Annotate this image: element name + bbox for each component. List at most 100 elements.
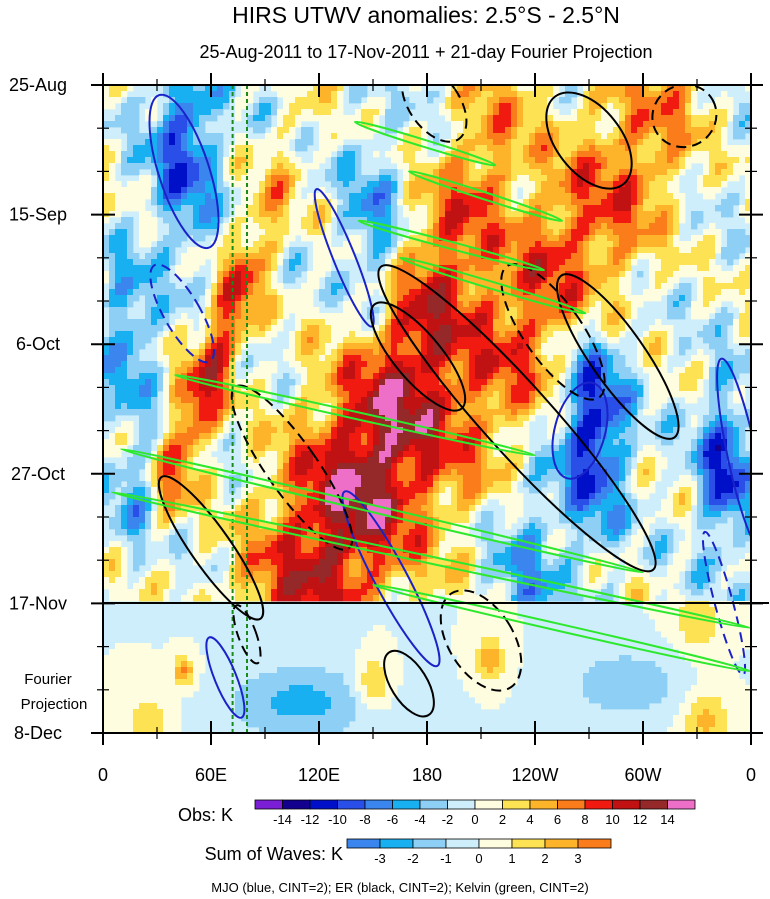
heatmap-cell — [571, 181, 578, 188]
heatmap-cell — [673, 403, 680, 410]
heatmap-cell — [319, 319, 326, 326]
heatmap-cell — [121, 121, 128, 128]
heatmap-cell — [343, 343, 350, 350]
heatmap-cell — [193, 205, 200, 212]
heatmap-cell — [745, 361, 751, 368]
heatmap-cell — [145, 397, 152, 404]
heatmap-cell — [649, 145, 656, 152]
heatmap-cell — [259, 301, 266, 308]
heatmap-cell — [277, 247, 284, 254]
heatmap-cell — [211, 337, 218, 344]
heatmap-cell — [661, 121, 668, 128]
heatmap-cell — [685, 133, 692, 140]
heatmap-cell — [289, 331, 296, 338]
heatmap-cell — [277, 397, 284, 404]
heatmap-cell — [217, 319, 224, 326]
heatmap-cell — [511, 403, 518, 410]
heatmap-cell — [391, 319, 398, 326]
heatmap-cell — [535, 127, 542, 134]
heatmap-cell — [277, 385, 284, 392]
heatmap-cell — [265, 109, 272, 116]
heatmap-cell — [541, 235, 548, 242]
heatmap-cell — [259, 97, 266, 104]
heatmap-cell — [523, 379, 530, 386]
heatmap-cell — [649, 193, 656, 200]
heatmap-cell — [733, 283, 740, 290]
heatmap-cell — [601, 367, 608, 374]
heatmap-cell — [577, 163, 584, 170]
heatmap-cell — [469, 175, 476, 182]
heatmap-cell — [379, 397, 386, 404]
heatmap-cell — [601, 115, 608, 122]
heatmap-cell — [271, 175, 278, 182]
heatmap-cell — [187, 97, 194, 104]
heatmap-cell — [181, 229, 188, 236]
heatmap-cell — [361, 331, 368, 338]
heatmap-cell — [277, 217, 284, 224]
heatmap-cell — [331, 103, 338, 110]
heatmap-cell — [649, 247, 656, 254]
heatmap-cell — [715, 325, 722, 332]
heatmap-cell — [535, 211, 542, 218]
heatmap-cell — [487, 133, 494, 140]
heatmap-cell — [445, 217, 452, 224]
heatmap-cell — [265, 169, 272, 176]
heatmap-cell — [175, 181, 182, 188]
heatmap-cell — [217, 175, 224, 182]
heatmap-cell — [451, 337, 458, 344]
heatmap-cell — [337, 373, 344, 380]
heatmap-cell — [217, 307, 224, 314]
heatmap-cell — [409, 355, 416, 362]
heatmap-cell — [127, 337, 134, 344]
heatmap-cell — [445, 193, 452, 200]
heatmap-cell — [277, 85, 284, 92]
heatmap-cell — [265, 403, 272, 410]
heatmap-cell — [703, 247, 710, 254]
heatmap-cell — [613, 181, 620, 188]
heatmap-cell — [163, 397, 170, 404]
heatmap-cell — [379, 355, 386, 362]
heatmap-cell — [397, 139, 404, 146]
heatmap-cell — [583, 349, 590, 356]
heatmap-cell — [283, 355, 290, 362]
heatmap-cell — [589, 187, 596, 194]
heatmap-cell — [619, 319, 626, 326]
heatmap-cell — [511, 109, 518, 116]
heatmap-cell — [385, 193, 392, 200]
heatmap-cell — [457, 187, 464, 194]
heatmap-cell — [535, 259, 542, 266]
heatmap-cell — [145, 331, 152, 338]
heatmap-cell — [679, 157, 686, 164]
heatmap-cell — [163, 385, 170, 392]
heatmap-cell — [469, 403, 476, 410]
heatmap-cell — [649, 253, 656, 260]
heatmap-cell — [181, 337, 188, 344]
heatmap-cell — [565, 301, 572, 308]
heatmap-cell — [121, 289, 128, 296]
heatmap-cell — [145, 217, 152, 224]
heatmap-cell — [313, 97, 320, 104]
heatmap-cell — [709, 235, 716, 242]
heatmap-cell — [493, 289, 500, 296]
heatmap-cell — [511, 97, 518, 104]
heatmap-cell — [559, 169, 566, 176]
heatmap-cell — [661, 85, 668, 92]
heatmap-cell — [115, 235, 122, 242]
heatmap-cell — [127, 349, 134, 356]
heatmap-cell — [229, 235, 236, 242]
heatmap-cell — [601, 181, 608, 188]
heatmap-cell — [553, 193, 560, 200]
heatmap-cell — [607, 265, 614, 272]
heatmap-cell — [379, 211, 386, 218]
heatmap-cell — [349, 193, 356, 200]
heatmap-cell — [523, 103, 530, 110]
heatmap-cell — [589, 151, 596, 158]
heatmap-cell — [373, 121, 380, 128]
heatmap-cell — [247, 205, 254, 212]
heatmap-cell — [361, 385, 368, 392]
heatmap-cell — [649, 133, 656, 140]
heatmap-cell — [403, 307, 410, 314]
heatmap-cell — [427, 253, 434, 260]
heatmap-cell — [223, 223, 230, 230]
heatmap-cell — [283, 259, 290, 266]
